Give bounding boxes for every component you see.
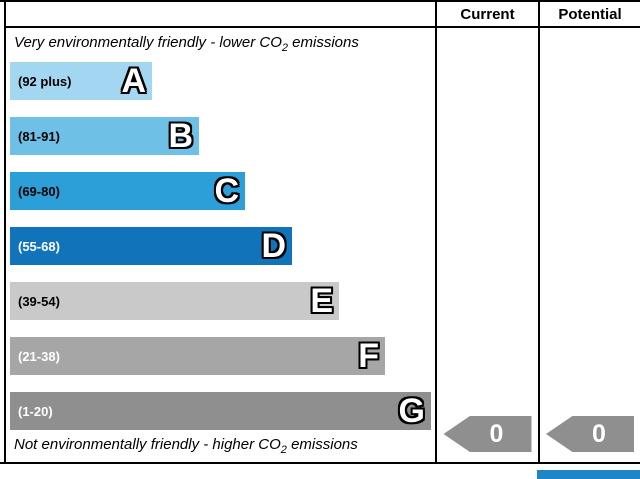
- current-column-header: Current: [437, 2, 540, 28]
- rating-bar-b: (81-91) B: [10, 117, 199, 155]
- rating-bar-c: (69-80) C: [10, 172, 245, 210]
- band-range-label: (69-80): [18, 183, 60, 199]
- rating-bar-e: (39-54) E: [10, 282, 339, 320]
- rating-bands: (92 plus) A (81-91) B (69-80) C (55-68): [10, 58, 435, 434]
- band-range-label: (39-54): [18, 293, 60, 309]
- band-row-c: (69-80) C: [10, 172, 435, 210]
- bottom-note-text-end: emissions: [286, 436, 358, 453]
- current-rating-cell: 0: [437, 28, 540, 462]
- band-range-label: (81-91): [18, 128, 60, 144]
- band-range-label: (1-20): [18, 403, 53, 419]
- rating-bar-a: (92 plus) A: [10, 62, 152, 100]
- bottom-note-subscript: 2: [280, 444, 287, 456]
- rating-bar-d: (55-68) D: [10, 227, 292, 265]
- band-row-f: (21-38) F: [10, 337, 435, 375]
- band-range-label: (92 plus): [18, 73, 72, 89]
- band-row-g: (1-20) G: [10, 392, 435, 430]
- band-letter: D: [261, 227, 286, 265]
- rating-bands-area: Very environmentally friendly - lower CO…: [6, 28, 437, 462]
- potential-column-header: Potential: [540, 2, 640, 28]
- band-letter: B: [168, 117, 193, 155]
- chart-header-spacer: [6, 2, 437, 28]
- band-letter: A: [121, 62, 146, 100]
- potential-rating-cell: 0: [540, 28, 640, 462]
- band-row-e: (39-54) E: [10, 282, 435, 320]
- band-range-label: (55-68): [18, 238, 60, 254]
- band-letter: G: [398, 392, 425, 430]
- bottom-note: Not environmentally friendly - higher CO…: [10, 434, 435, 460]
- current-rating-value: 0: [489, 419, 504, 448]
- potential-rating-arrow: 0: [546, 416, 634, 452]
- top-note-subscript: 2: [281, 42, 288, 54]
- next-section-bar: [537, 470, 640, 479]
- band-letter: E: [310, 282, 333, 320]
- potential-rating-value: 0: [592, 419, 606, 448]
- top-note-text-end: emissions: [288, 34, 359, 51]
- top-note: Very environmentally friendly - lower CO…: [10, 32, 435, 58]
- current-rating-arrow: 0: [443, 416, 532, 452]
- band-letter: C: [214, 172, 239, 210]
- rating-bar-g: (1-20) G: [10, 392, 431, 430]
- left-gutter: [0, 2, 6, 462]
- footer-strip: [0, 464, 640, 479]
- top-note-text: Very environmentally friendly - lower CO: [14, 34, 282, 51]
- rating-bar-f: (21-38) F: [10, 337, 385, 375]
- band-row-b: (81-91) B: [10, 117, 435, 155]
- bottom-note-text: Not environmentally friendly - higher CO: [14, 436, 281, 453]
- band-range-label: (21-38): [18, 348, 60, 364]
- band-row-a: (92 plus) A: [10, 62, 435, 100]
- band-letter: F: [358, 337, 379, 375]
- environmental-impact-rating-chart: Current Potential Very environmentally f…: [0, 0, 640, 464]
- band-row-d: (55-68) D: [10, 227, 435, 265]
